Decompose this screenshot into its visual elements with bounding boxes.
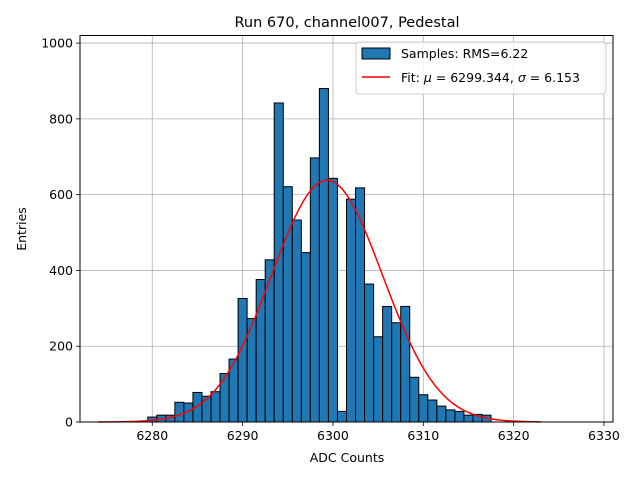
y-tick-label: 0 (65, 415, 73, 430)
x-tick-label: 6330 (588, 428, 620, 443)
histogram-bar (201, 395, 212, 423)
x-axis-ticks: 6280 6290 6300 6310 6320 6330 (136, 422, 620, 443)
legend: Samples: RMS=6.22 Fit: μ = 6299.344, σ =… (355, 41, 607, 95)
histogram-bar (391, 322, 402, 423)
histogram-bar (237, 297, 248, 423)
plot-frame (79, 35, 614, 423)
histogram-bar (346, 198, 357, 423)
x-tick-label: 6320 (498, 428, 530, 443)
histogram-bar (327, 177, 338, 423)
histogram-bar (174, 401, 185, 423)
histogram-bar (463, 414, 474, 423)
histogram-bar (454, 410, 465, 423)
histogram-bar (427, 399, 438, 423)
y-tick-label: 800 (49, 111, 73, 126)
histogram-bar (255, 279, 266, 423)
histogram-bar (355, 187, 366, 423)
y-axis-label: Entries (14, 207, 29, 251)
histogram-bar (300, 252, 311, 423)
histogram-bar (309, 157, 320, 423)
x-tick-label: 6280 (136, 428, 168, 443)
histogram-bar (282, 186, 293, 423)
legend-fit-prefix: Fit: (401, 70, 424, 85)
histogram-bar (409, 376, 420, 423)
histogram-bar (264, 259, 275, 423)
x-tick-label: 6300 (317, 428, 349, 443)
histogram-bar (210, 391, 221, 423)
x-tick-label: 6310 (407, 428, 439, 443)
y-tick-label: 200 (49, 339, 73, 354)
legend-mu-symbol: μ (423, 70, 432, 85)
y-tick-label: 1000 (41, 36, 73, 51)
x-tick-label: 6290 (227, 428, 259, 443)
histogram-bar (219, 372, 230, 423)
fit-curve (98, 179, 541, 423)
histogram-bar (336, 410, 347, 423)
chart-title: Run 670, channel007, Pedestal (234, 15, 459, 31)
y-tick-label: 600 (49, 187, 73, 202)
legend-samples-label: Samples: RMS=6.22 (401, 46, 528, 61)
legend-mu-value: = 6299.344, (432, 70, 518, 85)
histogram-bar (436, 405, 447, 423)
histogram-bars (147, 88, 492, 423)
legend-sigma-symbol: σ (518, 70, 527, 85)
legend-samples-swatch (361, 47, 391, 60)
legend-box (355, 41, 607, 95)
histogram-bar (373, 336, 384, 423)
histogram-bar (291, 219, 302, 423)
legend-sigma-value: = 6.153 (526, 70, 580, 85)
x-axis-label: ADC Counts (310, 450, 385, 465)
histogram-bar (445, 409, 456, 423)
legend-fit-label: Fit: μ = 6299.344, σ = 6.153 (401, 70, 580, 85)
histogram-bar (364, 283, 375, 423)
y-axis-ticks: 0 200 400 600 800 1000 (41, 36, 80, 430)
y-tick-label: 400 (49, 263, 73, 278)
histogram-bar (318, 88, 329, 423)
histogram-bar (418, 394, 429, 423)
histogram-bar (382, 305, 393, 423)
